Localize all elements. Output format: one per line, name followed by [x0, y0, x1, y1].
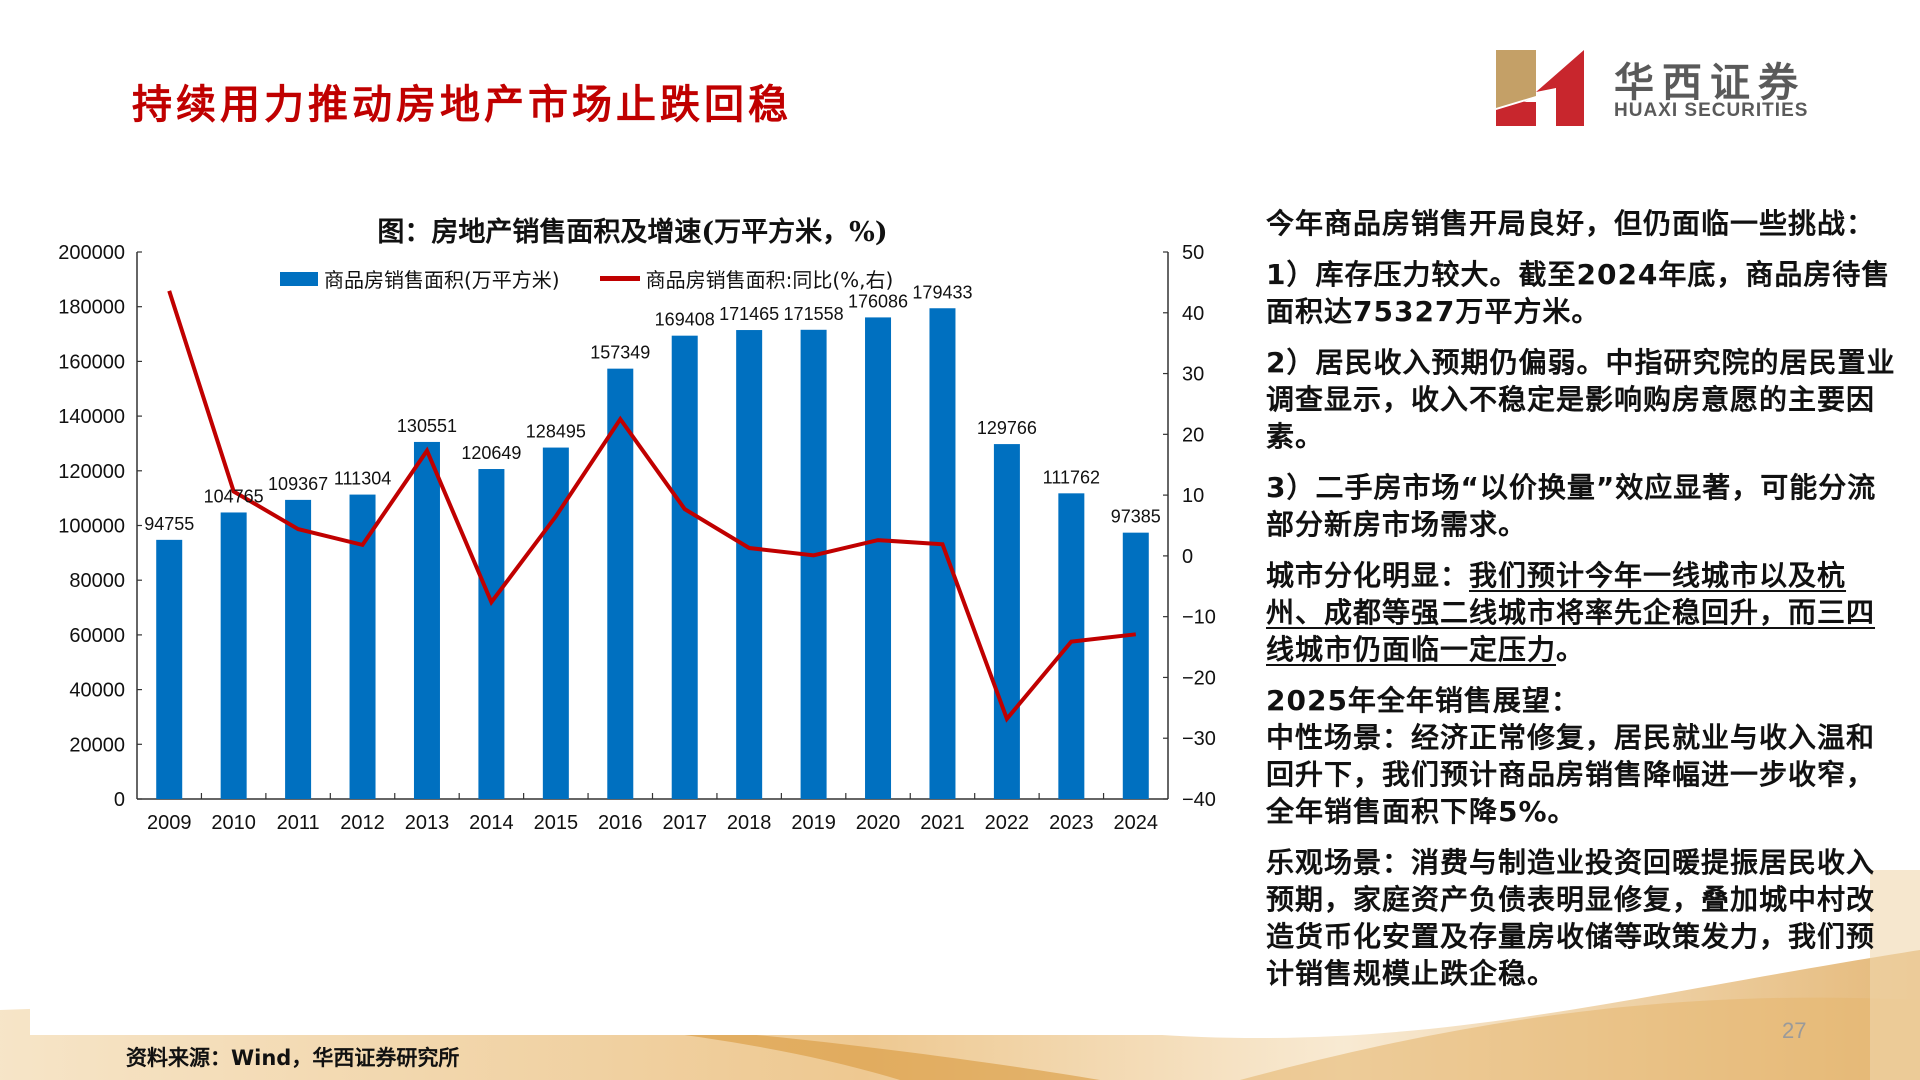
logo-chinese-name: 华西证券: [1614, 59, 1806, 106]
bar: [993, 444, 1020, 799]
right-tick-label: 0: [1182, 546, 1193, 568]
bar-value-label: 128495: [526, 422, 586, 442]
bar: [865, 317, 892, 799]
huaxi-h-logo-icon: [1496, 50, 1584, 126]
x-tick-label: 2015: [534, 812, 579, 834]
bar: [1058, 493, 1085, 799]
left-tick-label: 180000: [58, 297, 125, 319]
bar-value-label: 120649: [461, 443, 521, 463]
page-number: 27: [1782, 1018, 1807, 1043]
left-tick-label: 60000: [69, 625, 125, 647]
bar: [285, 499, 312, 799]
city-text-underlined: 我们预计今年一线城市以及杭州、成都等强二线城市将率先企稳回升，而三四线城市仍面临…: [1266, 559, 1876, 666]
bar-value-label: 171558: [784, 304, 844, 324]
right-tick-label: 20: [1182, 424, 1204, 446]
intro-text: 今年商品房销售开局良好，但仍面临一些挑战：: [1266, 207, 1876, 240]
bar-value-label: 129766: [977, 418, 1037, 438]
x-tick-label: 2020: [856, 812, 901, 834]
bar-value-label: 111762: [1043, 467, 1100, 487]
bar-value-label: 109367: [268, 474, 328, 494]
bar-value-label: 176086: [848, 291, 908, 311]
legend-bar-label: 商品房销售面积(万平方米): [324, 268, 560, 292]
bar-value-label: 157349: [590, 343, 650, 363]
left-tick-label: 20000: [69, 734, 125, 756]
city-divergence: 城市分化明显：我们预计今年一线城市以及杭州、成都等强二线城市将率先企稳回升，而三…: [1266, 557, 1896, 668]
right-tick-label: 50: [1182, 242, 1204, 264]
bar: [1122, 532, 1149, 799]
x-tick-label: 2024: [1114, 812, 1159, 834]
right-tick-label: −40: [1182, 789, 1216, 811]
left-tick-label: 160000: [58, 351, 125, 373]
bar-value-label: 179433: [912, 282, 972, 302]
city-end: 。: [1556, 633, 1586, 666]
x-tick-label: 2011: [277, 812, 320, 834]
right-tick-label: 30: [1182, 364, 1204, 386]
bar: [671, 335, 698, 799]
x-tick-label: 2016: [598, 812, 643, 834]
bar: [349, 494, 376, 799]
chart-legend: 商品房销售面积(万平方米) 商品房销售面积:同比(%,右): [280, 264, 893, 293]
chart-title: 图：房地产销售面积及增速(万平方米，%): [377, 217, 888, 248]
bar: [220, 512, 247, 799]
point-3: 3）二手房市场“以价换量”效应显著，可能分流部分新房市场需求。: [1266, 471, 1877, 541]
x-tick-label: 2021: [920, 812, 965, 834]
legend-item-line: 商品房销售面积:同比(%,右): [599, 264, 894, 293]
x-tick-label: 2018: [727, 812, 772, 834]
bar-value-label: 130551: [397, 416, 457, 436]
bar-swatch-icon: [280, 271, 318, 286]
point-2: 2）居民收入预期仍偏弱。中指研究院的居民置业调查显示，收入不稳定是影响购房意愿的…: [1266, 346, 1896, 453]
bar: [929, 308, 956, 799]
point-1: 1）库存压力较大。截至2024年底，商品房待售面积达75327万平方米。: [1266, 258, 1891, 328]
x-tick-label: 2022: [985, 812, 1030, 834]
huaxi-logo: 华西证券 HUAXI SECURITIES: [1496, 50, 1876, 126]
x-tick-label: 2014: [469, 812, 514, 834]
bar: [413, 441, 440, 799]
bar-value-label: 111304: [334, 469, 391, 489]
right-tick-label: −10: [1182, 607, 1216, 629]
data-source: 资料来源：Wind，华西证券研究所: [126, 1046, 460, 1070]
right-tick-label: −30: [1182, 728, 1216, 750]
left-tick-label: 200000: [58, 242, 125, 264]
x-tick-label: 2009: [147, 812, 192, 834]
slide-title: 持续用力推动房地产市场止跌回稳: [132, 81, 792, 128]
yoy-line: [167, 290, 1137, 723]
left-tick-label: 80000: [69, 570, 125, 592]
legend-line-label: 商品房销售面积:同比(%,右): [645, 268, 894, 292]
bar: [156, 539, 183, 799]
x-tick-label: 2012: [340, 812, 385, 834]
legend-item-bar: 商品房销售面积(万平方米): [280, 264, 560, 293]
bar-value-label: 171465: [719, 304, 779, 324]
neutral-scenario: 中性场景：经济正常修复，居民就业与收入温和回升下，我们预计商品房销售降幅进一步收…: [1266, 721, 1876, 828]
bar-value-label: 169408: [655, 310, 715, 330]
x-tick-label: 2013: [405, 812, 450, 834]
side-commentary: 今年商品房销售开局良好，但仍面临一些挑战： 1）库存压力较大。截至2024年底，…: [1266, 205, 1896, 1006]
combo-chart: 0 20000 40000 60000 80000 100000 120000 140000 1…: [58, 242, 1216, 834]
bar-value-label: 97385: [1111, 507, 1161, 527]
bar: [800, 329, 827, 799]
line-swatch-icon: [599, 276, 640, 281]
right-tick-label: −20: [1182, 667, 1216, 689]
left-tick-label: 120000: [58, 461, 125, 483]
right-tick-label: 10: [1182, 485, 1204, 507]
left-tick-label: 0: [114, 789, 125, 811]
bar-value-label: 94755: [144, 514, 194, 534]
left-tick-label: 100000: [58, 516, 125, 538]
left-tick-label: 140000: [58, 406, 125, 428]
left-tick-label: 40000: [69, 680, 125, 702]
outlook-title: 2025年全年销售展望：: [1266, 684, 1580, 717]
x-tick-label: 2010: [211, 812, 256, 834]
bar-value-label: 104765: [204, 486, 264, 506]
x-tick-label: 2023: [1049, 812, 1094, 834]
bar: [736, 330, 763, 799]
bar: [478, 469, 505, 799]
right-tick-label: 40: [1182, 303, 1204, 325]
optimistic-scenario: 乐观场景：消费与制造业投资回暖提振居民收入预期，家庭资产负债表明显修复，叠加城中…: [1266, 846, 1876, 990]
x-tick-label: 2017: [662, 812, 707, 834]
city-label: 城市分化明显：: [1266, 559, 1470, 592]
x-tick-label: 2019: [791, 812, 836, 834]
logo-english-name: HUAXI SECURITIES: [1614, 100, 1809, 121]
bar: [607, 368, 634, 799]
chart-panel: 图：房地产销售面积及增速(万平方米，%) 商品房销售面积(万平方米) 商品房销售…: [30, 200, 1235, 1035]
